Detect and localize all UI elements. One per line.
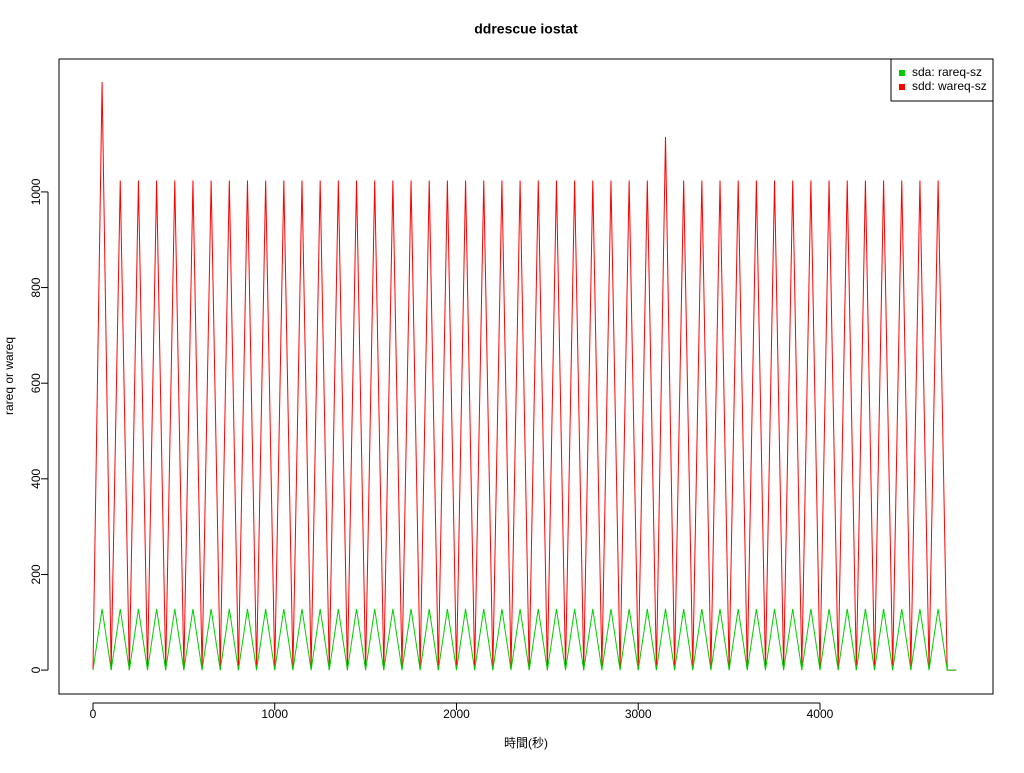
legend-label: sda: rareq-sz bbox=[912, 65, 982, 79]
plot-frame bbox=[58, 58, 994, 695]
chart-title: ddrescue iostat bbox=[474, 21, 578, 37]
x-tick-label: 3000 bbox=[625, 707, 652, 721]
x-tick-label: 1000 bbox=[261, 707, 288, 721]
x-axis-label: 時間(秒) bbox=[504, 736, 548, 750]
y-tick-label: 400 bbox=[29, 468, 43, 488]
y-tick-label: 600 bbox=[29, 373, 43, 393]
legend-label: sdd: wareq-sz bbox=[912, 79, 987, 93]
legend-swatch bbox=[899, 84, 905, 90]
series-line bbox=[92, 608, 957, 671]
x-tick-label: 4000 bbox=[807, 707, 834, 721]
y-axis-label: rareq or wareq bbox=[2, 337, 16, 415]
y-tick-label: 800 bbox=[29, 277, 43, 297]
y-tick-label: 200 bbox=[29, 564, 43, 584]
y-tick-label: 0 bbox=[29, 666, 43, 673]
y-tick-label: 1000 bbox=[29, 178, 43, 205]
legend-swatch bbox=[899, 70, 905, 76]
x-tick-label: 2000 bbox=[443, 707, 470, 721]
x-tick-label: 0 bbox=[90, 707, 97, 721]
legend-box bbox=[890, 58, 994, 102]
series-line bbox=[92, 81, 957, 671]
